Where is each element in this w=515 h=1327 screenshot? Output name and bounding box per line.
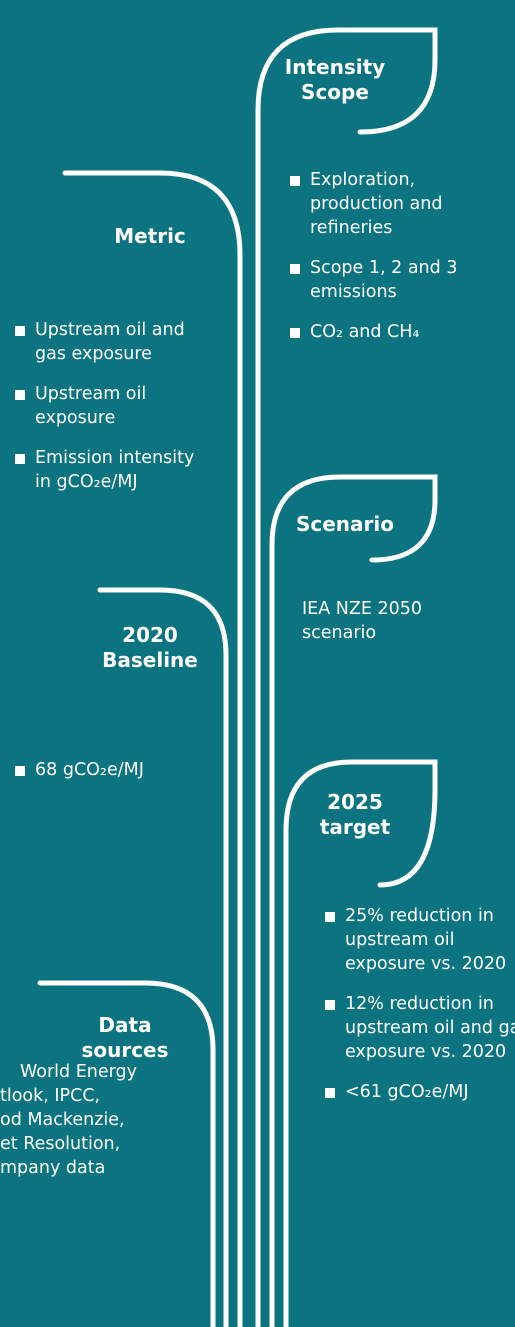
bullet-list: 25% reduction in upstream oil exposure v… — [325, 904, 515, 1104]
leaf — [100, 590, 226, 1327]
bullet-item: Scope 1, 2 and 3 emissions — [290, 256, 495, 304]
section-title: Data sources — [60, 1013, 190, 1063]
section-title: Scenario — [285, 512, 405, 537]
section-text: IEA NZE 2050 scenario — [302, 597, 477, 645]
section-title: Metric — [90, 224, 210, 249]
section-title: Intensity Scope — [280, 55, 390, 105]
section-title: 2020 Baseline — [100, 623, 200, 673]
bullet-item: Exploration, production and refineries — [290, 168, 495, 240]
text-line: tlook, IPCC, — [0, 1084, 210, 1108]
bullet-item: Upstream oil and gas exposure — [15, 318, 200, 366]
bullet-item: Emission intensity in gCO₂e/MJ — [15, 446, 200, 494]
bullet-item: <61 gCO₂e/MJ — [325, 1080, 515, 1104]
bullet-item: 68 gCO₂e/MJ — [15, 758, 215, 782]
bullet-item: 12% reduction in upstream oil and gas ex… — [325, 992, 515, 1064]
text-line: World Energy — [0, 1060, 210, 1084]
bullet-list: Exploration, production and refineries Sc… — [290, 168, 495, 344]
page: Intensity Scope Exploration, production a… — [0, 0, 515, 1327]
text-line: et Resolution, — [0, 1132, 210, 1156]
bullet-item: CO₂ and CH₄ — [290, 320, 495, 344]
bullet-list: Upstream oil and gas exposure Upstream oi… — [15, 318, 200, 494]
bullet-item: 25% reduction in upstream oil exposure v… — [325, 904, 515, 976]
text-line: od Mackenzie, — [0, 1108, 210, 1132]
section-title: 2025 target — [300, 790, 410, 840]
text-line: mpany data — [0, 1156, 210, 1180]
bullet-item: Upstream oil exposure — [15, 382, 200, 430]
bullet-list: 68 gCO₂e/MJ — [15, 758, 215, 782]
